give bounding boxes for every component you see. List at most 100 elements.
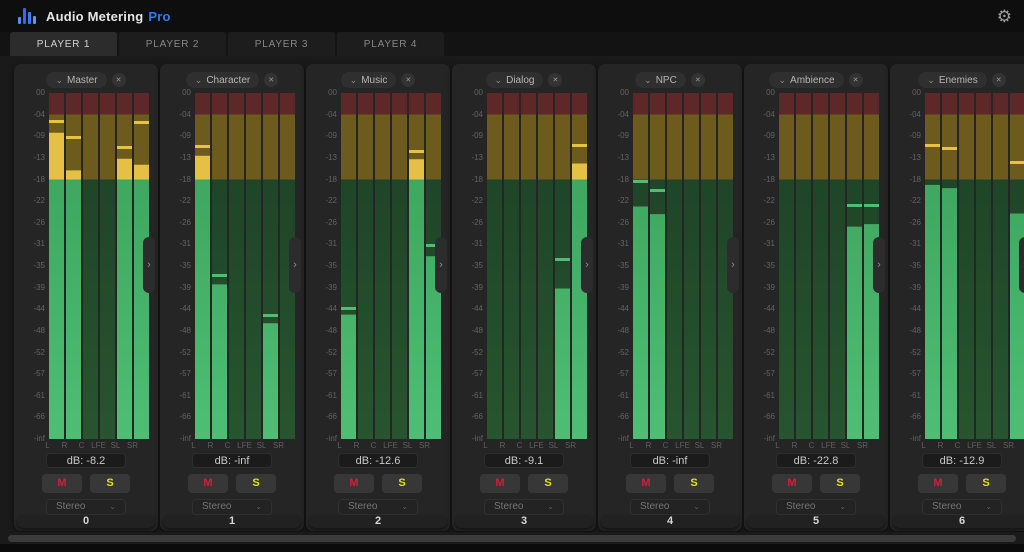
group-name-dropdown[interactable]: ⌄ Ambience	[769, 72, 844, 88]
solo-button[interactable]: S	[820, 473, 860, 493]
channel-label-sl: SL	[256, 441, 267, 450]
panel-index-badge[interactable]: 4	[601, 514, 739, 528]
close-icon: ✕	[115, 77, 122, 84]
group-name-dropdown[interactable]: ⌄ Character	[185, 72, 260, 88]
scale-tick-label: -48	[179, 325, 191, 335]
expand-panel-handle[interactable]: ›	[581, 237, 593, 293]
group-name-dropdown[interactable]: ⌄ Music	[340, 72, 397, 88]
expand-panel-handle[interactable]: ›	[435, 237, 447, 293]
mute-button[interactable]: M	[480, 473, 520, 493]
meter-bar-sl	[409, 93, 424, 439]
panel-index-badge[interactable]: 1	[163, 514, 301, 528]
close-panel-button[interactable]: ✕	[264, 73, 279, 87]
db-readout: dB: -inf	[192, 453, 272, 468]
horizontal-scrollbar-thumb[interactable]	[8, 535, 1016, 542]
mute-button[interactable]: M	[188, 473, 228, 493]
close-panel-button[interactable]: ✕	[690, 73, 705, 87]
channel-label-r: R	[353, 441, 360, 450]
scale-tick-label: -13	[33, 152, 45, 162]
peak-hold-marker	[117, 146, 132, 150]
close-panel-button[interactable]: ✕	[848, 73, 863, 87]
scale-tick-label: -35	[325, 261, 337, 270]
group-name-dropdown[interactable]: ⌄ Dialog	[485, 72, 544, 88]
mode-dropdown[interactable]: Stereo ⌄	[484, 498, 564, 515]
panel-index-badge[interactable]: 5	[747, 514, 885, 528]
player-tabs: PLAYER 1 PLAYER 2 PLAYER 3 PLAYER 4	[0, 32, 1024, 56]
close-panel-button[interactable]: ✕	[401, 73, 416, 87]
mute-button[interactable]: M	[918, 473, 958, 493]
close-panel-button[interactable]: ✕	[111, 73, 126, 87]
scale-tick-label: -39	[471, 282, 483, 292]
meter-bar-lfe	[392, 93, 407, 439]
close-icon: ✕	[268, 77, 275, 84]
scale-tick-label: -52	[763, 347, 775, 357]
meter-bars	[633, 93, 733, 439]
meter-bar-sl	[263, 93, 278, 439]
solo-button[interactable]: S	[90, 473, 130, 493]
tab-player-2[interactable]: PLAYER 2	[119, 32, 226, 56]
meter-panel-music: ⌄ Music ✕ 00 -04 -09 -13 -18 -22 -26 -31 -35 -39 -…	[306, 64, 450, 531]
group-name-dropdown[interactable]: ⌄ Master	[46, 72, 107, 88]
mode-dropdown[interactable]: Stereo ⌄	[630, 498, 710, 515]
group-name-label: Music	[361, 74, 388, 86]
scale-tick-label: -13	[763, 152, 775, 162]
mute-button[interactable]: M	[626, 473, 666, 493]
chevron-down-icon: ⌄	[494, 75, 503, 85]
solo-button[interactable]: S	[528, 473, 568, 493]
close-icon: ✕	[405, 77, 412, 84]
expand-panel-handle[interactable]: ›	[873, 237, 885, 293]
meter-fill	[650, 214, 665, 439]
panel-index-badge[interactable]: 0	[17, 514, 155, 528]
tab-player-4[interactable]: PLAYER 4	[337, 32, 444, 56]
mode-dropdown[interactable]: Stereo ⌄	[922, 498, 1002, 515]
scale-tick-label: -52	[617, 347, 629, 357]
panel-header: ⌄ Character ✕	[185, 72, 279, 88]
chevron-down-icon: ⌄	[255, 501, 262, 511]
chevron-down-icon: ⌄	[985, 501, 992, 511]
close-panel-button[interactable]: ✕	[548, 73, 563, 87]
scale-tick-label: -18	[909, 174, 921, 184]
meter-bar-r	[66, 93, 81, 439]
solo-button[interactable]: S	[236, 473, 276, 493]
scale-tick-label: -04	[325, 109, 337, 119]
mode-dropdown[interactable]: Stereo ⌄	[338, 498, 418, 515]
scale-tick-label: -04	[471, 109, 483, 119]
panel-index-badge[interactable]: 6	[893, 514, 1024, 528]
chevron-down-icon: ⌄	[194, 75, 203, 85]
close-panel-button[interactable]: ✕	[991, 73, 1006, 87]
settings-gear-icon[interactable]: ⚙	[996, 6, 1012, 26]
group-name-dropdown[interactable]: ⌄ NPC	[635, 72, 686, 88]
scale-tick-label: -13	[471, 152, 483, 162]
mode-dropdown[interactable]: Stereo ⌄	[776, 498, 856, 515]
tab-player-3[interactable]: PLAYER 3	[228, 32, 335, 56]
channel-label-sl: SL	[840, 441, 851, 450]
tab-player-1[interactable]: PLAYER 1	[10, 32, 117, 56]
scale-tick-label: -04	[33, 109, 45, 119]
scale-tick-label: -inf	[325, 434, 337, 443]
mode-dropdown[interactable]: Stereo ⌄	[192, 498, 272, 515]
db-scale: 00 -04 -09 -13 -18 -22 -26 -31 -35 -39 -44 -48 -52 -5…	[607, 89, 629, 443]
scale-tick-label: -13	[617, 152, 629, 162]
panel-index-badge[interactable]: 3	[455, 514, 593, 528]
channel-label-l: L	[45, 441, 50, 450]
expand-panel-handle[interactable]: ›	[727, 237, 739, 293]
solo-button[interactable]: S	[966, 473, 1006, 493]
solo-button[interactable]: S	[382, 473, 422, 493]
channel-label-c: C	[516, 441, 523, 450]
expand-panel-handle[interactable]: ›	[143, 237, 155, 293]
expand-panel-handle[interactable]: ›	[289, 237, 301, 293]
peak-hold-marker	[212, 273, 227, 277]
expand-panel-handle[interactable]: ›	[1019, 237, 1024, 293]
solo-button[interactable]: S	[674, 473, 714, 493]
panel-index-badge[interactable]: 2	[309, 514, 447, 528]
meter-bar-c	[813, 93, 828, 439]
scale-tick-label: -57	[763, 369, 775, 379]
channel-label-lfe: LFE	[237, 441, 252, 450]
mute-button[interactable]: M	[772, 473, 812, 493]
group-name-dropdown[interactable]: ⌄ Enemies	[918, 72, 987, 88]
mute-button[interactable]: M	[334, 473, 374, 493]
mode-dropdown[interactable]: Stereo ⌄	[46, 498, 126, 515]
mute-button[interactable]: M	[42, 473, 82, 493]
meter-panel-master: ⌄ Master ✕ 00 -04 -09 -13 -18 -22 -26 -31 -35 -39…	[14, 64, 158, 531]
meter-fill	[572, 163, 587, 439]
